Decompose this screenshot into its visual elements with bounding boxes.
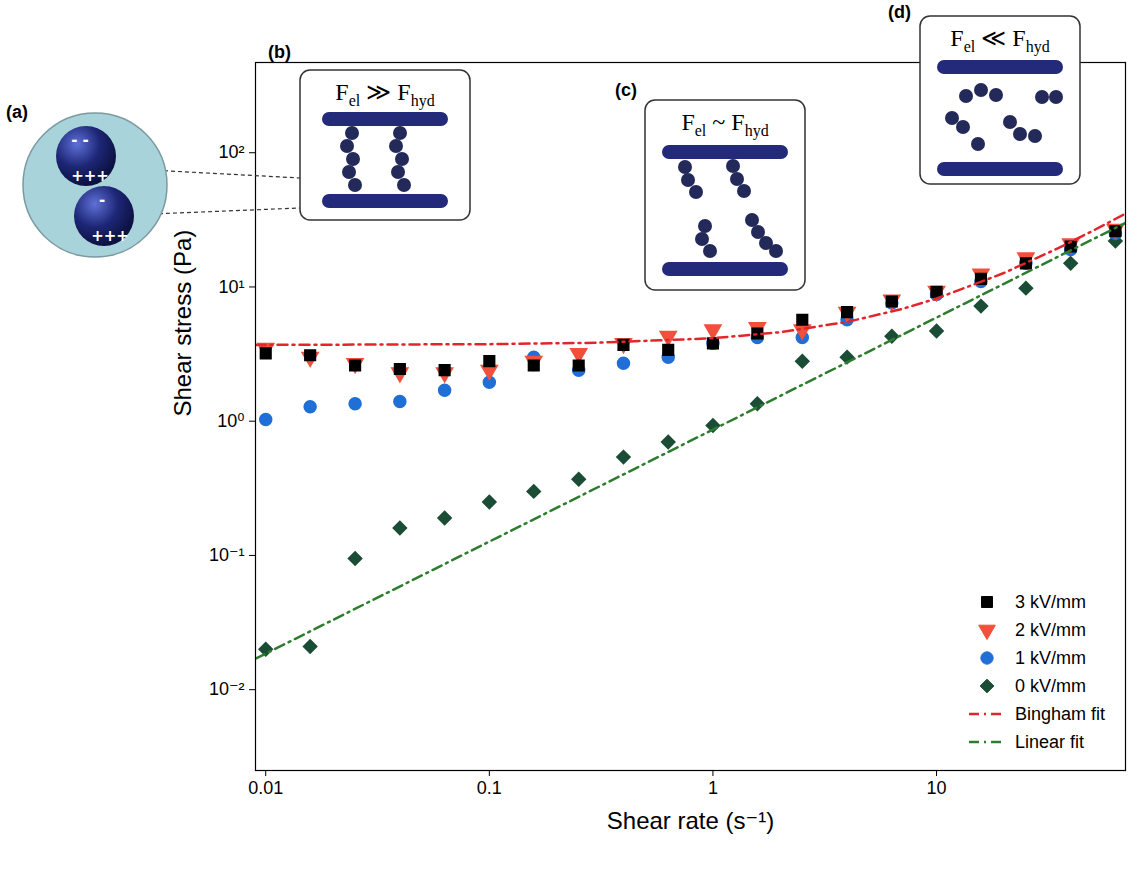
svg-text:0.1: 0.1 [477,778,502,798]
html-text:1 kV/mm: 1 kV/mm [1015,647,1086,668]
html-text:3 kV/mm: 3 kV/mm [1015,591,1086,612]
svg-text:0.01: 0.01 [248,778,283,798]
svg-text:Fel ≫ Fhyd: Fel ≫ Fhyd [335,79,434,110]
svg-text:(d): (d) [888,2,911,22]
svg-text:(c): (c) [615,80,637,100]
svg-text:(b): (b) [268,42,291,62]
svg-text:- -: - - [71,131,89,149]
svg-text:1: 1 [708,778,718,798]
svg-text:-: - [99,191,105,209]
svg-text:Shear stress (Pa): Shear stress (Pa) [169,230,196,417]
svg-text:10¹: 10¹ [218,277,244,297]
svg-text:+++: +++ [91,227,129,245]
svg-text:Fel ~ Fhyd: Fel ~ Fhyd [681,109,768,140]
svg-text:10²: 10² [218,142,244,162]
svg-text:(a): (a) [6,102,28,122]
html-text:2 kV/mm: 2 kV/mm [1015,619,1086,640]
html-text:0 kV/mm: 0 kV/mm [1015,675,1086,696]
svg-text:10: 10 [927,778,947,798]
html-text:Linear fit: Linear fit [1015,731,1084,752]
svg-text:+++: +++ [71,167,109,185]
svg-text:10⁻²: 10⁻² [209,679,245,699]
html-text:Bingham fit: Bingham fit [1015,703,1105,724]
svg-text:Fel ≪ Fhyd: Fel ≪ Fhyd [950,25,1049,56]
svg-text:10⁻¹: 10⁻¹ [209,545,245,565]
svg-text:Shear rate (s⁻¹): Shear rate (s⁻¹) [607,807,774,834]
svg-text:10⁰: 10⁰ [217,411,244,431]
